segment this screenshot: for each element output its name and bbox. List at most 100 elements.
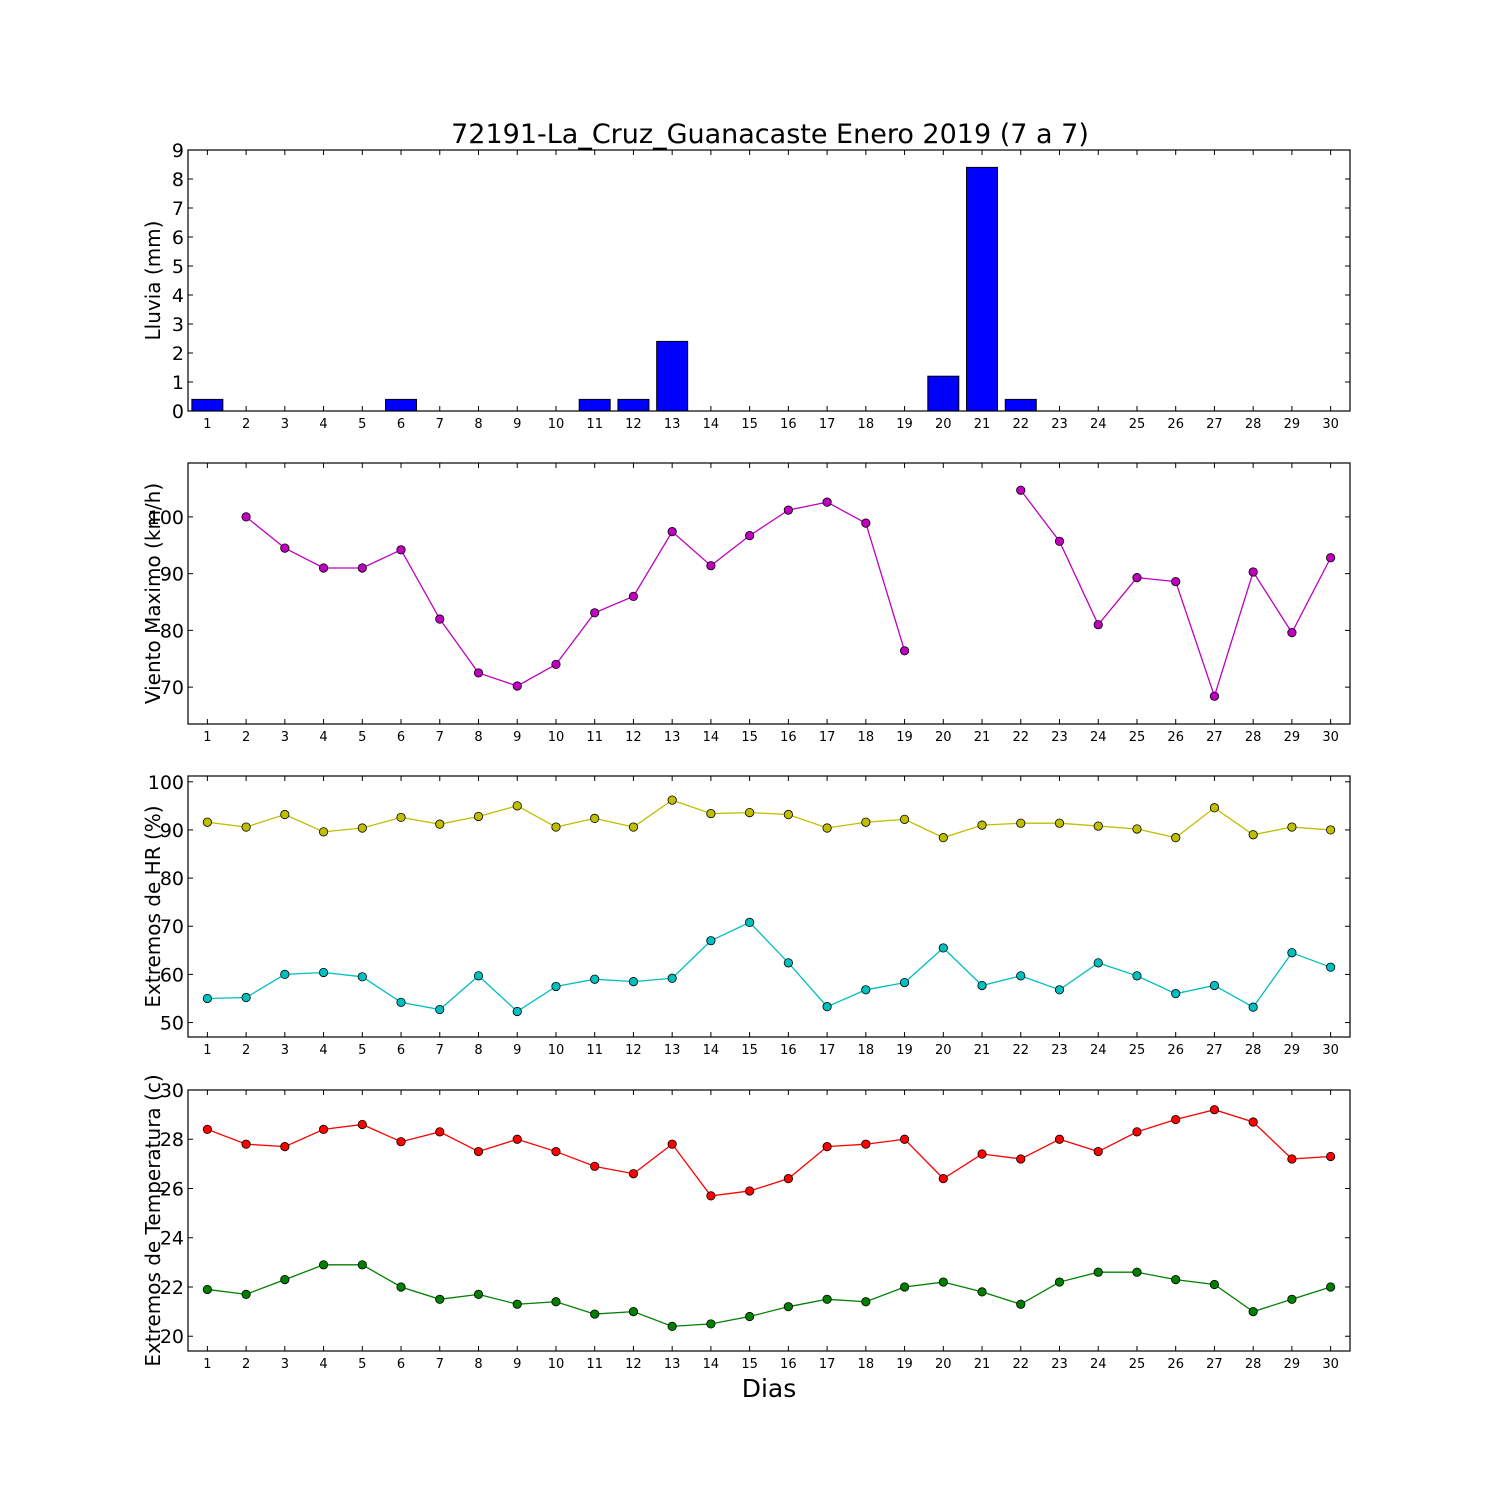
data-point xyxy=(473,668,484,678)
data-point xyxy=(435,1294,445,1304)
x-tick-label: 15 xyxy=(741,1043,758,1058)
data-point xyxy=(318,827,329,837)
data-point xyxy=(1132,1267,1142,1277)
data-point xyxy=(1209,1279,1220,1290)
x-tick-label: 19 xyxy=(896,1357,913,1372)
data-point xyxy=(202,817,212,827)
data-point xyxy=(628,1307,639,1317)
x-tick-label: 29 xyxy=(1284,417,1301,432)
data-point xyxy=(783,505,793,515)
y-tick-label: 30 xyxy=(160,1080,184,1102)
x-tick-label: 4 xyxy=(319,1043,327,1058)
x-tick-label: 10 xyxy=(548,417,565,432)
y-tick-label: 100 xyxy=(148,772,184,794)
data-point xyxy=(512,801,522,811)
x-tick-label: 19 xyxy=(896,1043,913,1058)
x-tick-label: 7 xyxy=(436,730,444,745)
data-point xyxy=(590,974,600,984)
data-point xyxy=(1326,1282,1336,1292)
data-point xyxy=(667,1321,677,1331)
x-tick-label: 11 xyxy=(586,1357,603,1372)
data-point xyxy=(551,1146,561,1157)
data-point xyxy=(1016,1299,1026,1309)
data-point xyxy=(473,811,484,822)
series-1 xyxy=(202,795,1336,843)
x-tick-label: 25 xyxy=(1129,417,1146,432)
data-point xyxy=(745,1311,755,1322)
y-axis-label: Extremos de HR (%) xyxy=(141,805,165,1007)
x-tick-label: 18 xyxy=(858,1357,875,1372)
data-point xyxy=(551,822,561,832)
data-point xyxy=(396,1282,406,1292)
y-tick-label: 80 xyxy=(160,868,184,890)
data-point xyxy=(706,808,716,819)
y-tick-label: 6 xyxy=(172,227,184,249)
data-point xyxy=(1326,1151,1336,1162)
x-tick-label: 24 xyxy=(1090,1357,1107,1372)
data-point xyxy=(1209,1105,1220,1115)
data-point xyxy=(899,646,910,656)
data-point xyxy=(1287,1154,1297,1164)
x-tick-label: 28 xyxy=(1245,730,1262,745)
x-tick-label: 11 xyxy=(586,1043,603,1058)
data-point xyxy=(280,969,290,979)
x-tick-label: 16 xyxy=(780,1357,797,1372)
data-point xyxy=(318,563,329,573)
x-tick-label: 10 xyxy=(548,1357,565,1372)
x-tick-label: 3 xyxy=(281,1357,289,1372)
data-point xyxy=(783,1174,793,1184)
y-tick-label: 3 xyxy=(172,314,184,336)
x-tick-label: 24 xyxy=(1090,1043,1107,1058)
data-point xyxy=(706,1191,716,1201)
data-point xyxy=(1287,1294,1297,1304)
x-tick-label: 23 xyxy=(1051,730,1068,745)
x-tick-label: 9 xyxy=(513,1357,521,1372)
x-tick-label: 25 xyxy=(1129,1357,1146,1372)
x-tick-label: 14 xyxy=(703,417,720,432)
data-point xyxy=(590,1161,600,1171)
data-point xyxy=(1093,821,1103,831)
data-point xyxy=(1132,573,1142,583)
series-1 xyxy=(241,485,1336,701)
x-tick-label: 10 xyxy=(548,730,565,745)
data-point xyxy=(202,1124,212,1134)
x-tick-label: 12 xyxy=(625,417,642,432)
bar xyxy=(385,398,418,412)
x-tick-label: 27 xyxy=(1206,1357,1223,1372)
data-point xyxy=(202,993,212,1004)
y-tick-label: 70 xyxy=(160,677,184,699)
x-tick-label: 1 xyxy=(203,417,211,432)
bar xyxy=(656,340,689,412)
y-tick-label: 50 xyxy=(160,1013,184,1035)
data-point xyxy=(1093,1146,1103,1157)
data-point xyxy=(551,659,561,670)
data-point xyxy=(1287,628,1297,638)
data-point xyxy=(396,545,406,555)
data-point xyxy=(512,1299,522,1309)
data-point xyxy=(783,958,793,968)
x-tick-label: 3 xyxy=(281,417,289,432)
data-point xyxy=(706,561,716,571)
x-tick-label: 21 xyxy=(974,1357,991,1372)
series-line xyxy=(207,1264,1331,1328)
data-point xyxy=(1016,1154,1026,1164)
x-tick-label: 5 xyxy=(358,730,366,745)
y-tick-label: 1 xyxy=(172,372,184,394)
data-point xyxy=(977,1149,987,1159)
data-point xyxy=(1171,833,1181,843)
x-tick-label: 6 xyxy=(397,417,405,432)
y-tick-label: 20 xyxy=(160,1326,184,1348)
data-point xyxy=(512,681,522,691)
y-tick-label: 22 xyxy=(160,1277,184,1299)
data-point xyxy=(473,1289,484,1299)
x-tick-label: 30 xyxy=(1322,730,1339,745)
data-point xyxy=(938,943,948,953)
data-point xyxy=(1248,1307,1258,1317)
y-tick-label: 90 xyxy=(160,564,184,586)
data-point xyxy=(512,1006,522,1017)
x-tick-label: 23 xyxy=(1051,1357,1068,1372)
data-point xyxy=(706,936,716,946)
